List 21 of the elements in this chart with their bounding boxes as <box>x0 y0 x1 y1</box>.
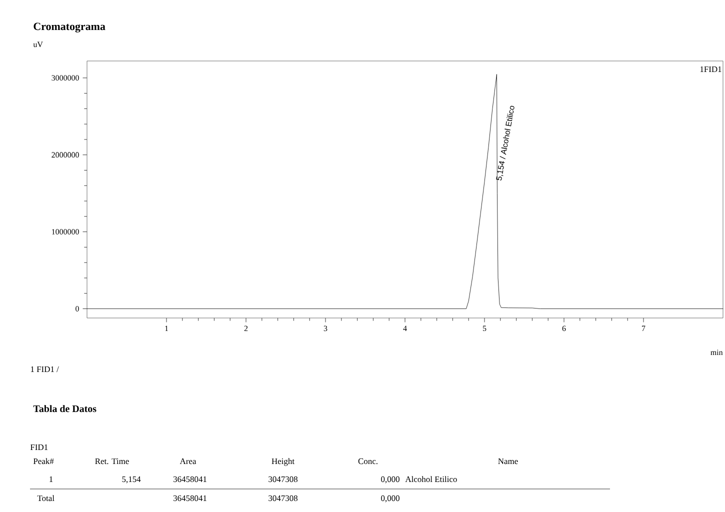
text: 5,154 <box>122 476 141 484</box>
text: 3047308 <box>268 495 298 502</box>
text: 36458041 <box>173 476 206 482</box>
text: 36458041 <box>173 495 206 502</box>
text: 1 FID1 / <box>30 366 59 372</box>
text: Peak# <box>33 458 54 464</box>
text: Tabla de Datos <box>33 405 96 412</box>
annotation: 1FID1 <box>700 66 722 72</box>
text: Area <box>180 458 196 464</box>
text: 0,000 <box>381 495 400 502</box>
text: 0,000 <box>381 476 400 484</box>
text: Alcohol Etilico <box>405 476 457 482</box>
text: Height <box>272 458 294 466</box>
text: Name <box>498 458 518 464</box>
text: Conc. <box>358 458 378 464</box>
text: Ret. Time <box>95 458 129 464</box>
text: Total <box>37 495 54 502</box>
chart-title: Cromatograma <box>34 22 106 32</box>
text: 3047308 <box>268 476 298 482</box>
text: FID1 <box>30 444 48 450</box>
text: 1 <box>50 476 53 482</box>
